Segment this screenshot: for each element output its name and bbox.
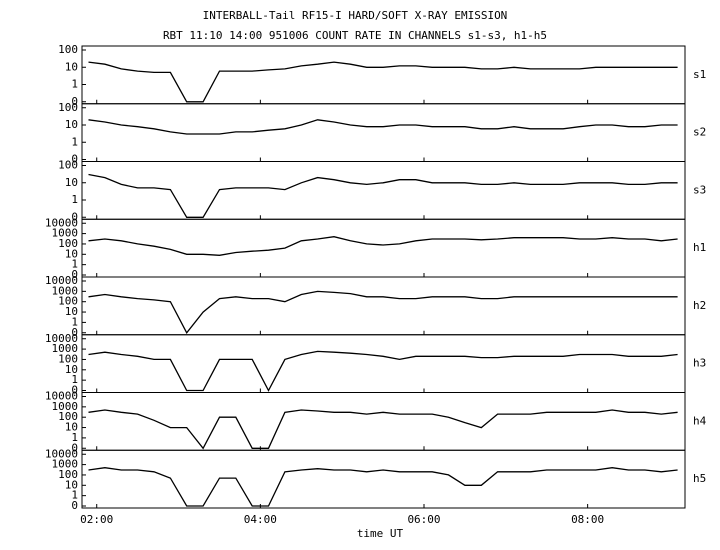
series-line [88,61,678,103]
y-tick-label: 1 [71,489,78,502]
y-tick-label: 0 [71,326,78,339]
y-tick-label: 10 [65,247,78,260]
y-tick-label: 10000 [45,390,78,403]
y-tick-label: 1 [71,78,78,91]
y-tick-label: 100 [58,468,78,481]
y-tick-label: 100 [58,101,78,114]
y-tick-label: 100 [58,159,78,172]
series-line [88,409,678,450]
series-line [88,236,678,256]
y-tick-label: 1 [71,193,78,206]
y-tick-label: 1 [71,258,78,271]
x-axis-label: time UT [357,527,404,540]
y-tick-label: 10 [65,176,78,189]
panel-frame [81,449,686,509]
y-tick-label: 10 [65,363,78,376]
y-tick-label: 0 [71,384,78,397]
y-tick-label: 10 [65,60,78,73]
y-tick-label: 0 [71,268,78,281]
y-tick-label: 1000 [52,342,79,355]
y-tick-label: 0 [71,95,78,108]
y-tick-label: 0 [71,153,78,166]
series-line [88,350,678,392]
y-tick-label: 10 [65,305,78,318]
x-tick-label: 08:00 [571,513,604,526]
y-tick-label: 10 [65,478,78,491]
x-tick-label: 04:00 [244,513,277,526]
y-tick-label: 0 [71,210,78,223]
series-label: h4 [693,414,707,427]
y-tick-label: 10 [65,421,78,434]
series-label: s3 [693,183,706,196]
y-tick-label: 10000 [45,216,78,229]
y-tick-label: 1000 [52,458,79,471]
series-label: h3 [693,357,706,370]
y-tick-label: 10000 [45,447,78,460]
y-tick-label: 1000 [52,400,79,413]
y-tick-label: 0 [71,499,78,512]
series-line [88,467,678,507]
panel-frame [81,392,686,451]
y-tick-label: 10 [65,118,78,131]
y-tick-label: 100 [58,43,78,56]
series-label: h2 [693,299,706,312]
y-tick-label: 1000 [52,227,79,240]
y-tick-label: 10000 [45,274,78,287]
x-tick-label: 02:00 [80,513,113,526]
y-tick-label: 100 [58,237,78,250]
y-tick-label: 0 [71,441,78,454]
panel-frame [81,161,686,220]
series-label: s1 [693,68,706,81]
y-tick-label: 1000 [52,284,79,297]
y-tick-label: 1 [71,315,78,328]
y-tick-label: 1 [71,135,78,148]
series-label: h5 [693,472,706,485]
chart-title: INTERBALL-Tail RF15-I HARD/SOFT X-RAY EM… [203,9,508,22]
x-tick-label: 06:00 [407,513,440,526]
series-line [88,119,678,135]
y-tick-label: 100 [58,352,78,365]
series-line [88,173,678,218]
y-tick-label: 100 [58,410,78,423]
y-tick-label: 1 [71,431,78,444]
y-tick-label: 10000 [45,332,78,345]
panel-frame [81,218,686,278]
series-line [88,290,678,334]
series-label: h1 [693,241,706,254]
series-label: s2 [693,126,706,139]
y-tick-label: 1 [71,373,78,386]
chart-subtitle: RBT 11:10 14:00 951006 COUNT RATE IN CHA… [163,29,547,42]
y-tick-label: 100 [58,295,78,308]
